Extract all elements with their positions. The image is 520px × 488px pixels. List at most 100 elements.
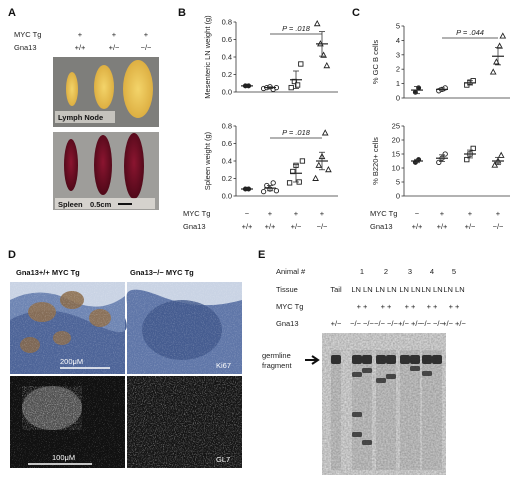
- y-tick-label: 4: [396, 36, 400, 45]
- x-row-value: +: [268, 209, 273, 218]
- panel-d-right-title: Gna13−/− MYC Tg: [130, 268, 194, 277]
- header-cell: + +: [357, 302, 368, 311]
- y-tick-label: 3: [396, 50, 400, 59]
- rearranged-band: [352, 412, 362, 417]
- header-cell: −/− −/−: [374, 319, 398, 328]
- header-cell: + +: [405, 302, 416, 311]
- spleen-photo-label: Spleen: [58, 200, 83, 209]
- data-point: [325, 166, 332, 173]
- x-row-value: +: [320, 209, 325, 218]
- header-cell: −/− −/−: [350, 319, 374, 328]
- data-point: [294, 82, 301, 88]
- x-row-value: +: [440, 209, 445, 218]
- y-tick-label: 20: [392, 136, 400, 145]
- y-tick-label: 2: [396, 65, 400, 74]
- panel-a-myc-2: +: [112, 30, 117, 39]
- p-value-label: P = .018: [282, 128, 311, 137]
- data-point: [442, 151, 448, 157]
- y-axis-label: Mesenteric LN weight (g): [203, 15, 212, 99]
- spleen-large: [124, 133, 144, 199]
- header-cell: + +: [381, 302, 392, 311]
- scale-bar-label: 0.5cm: [90, 200, 112, 209]
- data-point: [273, 188, 280, 194]
- germline-band: [410, 355, 420, 364]
- panel-a-label: A: [8, 7, 16, 19]
- data-point: [299, 158, 306, 164]
- panel-c-x-gna13-label: Gna13: [370, 222, 393, 231]
- panel-b-label: B: [178, 7, 186, 19]
- panel-b: B 0.0 0.2 0.4 0.6 0.8 Mesenteric LN weight (g…: [178, 7, 338, 231]
- header-row-label: Animal #: [276, 267, 306, 276]
- rearranged-band: [422, 371, 432, 376]
- data-point: [270, 180, 276, 186]
- header-cell: +/−: [331, 319, 342, 328]
- chart-c-bottom: 0 5 10 15 20 25 % B220+ cells: [371, 122, 510, 201]
- header-cell: LN LN: [375, 285, 396, 294]
- y-tick-label: 5: [396, 22, 400, 31]
- y-tick-label: 25: [392, 122, 400, 131]
- data-point: [496, 42, 503, 49]
- header-cell: −/− −/−: [420, 319, 444, 328]
- y-tick-label: 0.6: [222, 139, 232, 148]
- header-cell: + +: [427, 302, 438, 311]
- panel-c: C 0 1 2 3 4 5 % GC B cells P = .044 0 5 10 15 20 25%…: [352, 7, 510, 231]
- rearranged-band: [410, 366, 420, 371]
- x-row-value: +/+: [437, 222, 448, 231]
- chart-c-top: 0 1 2 3 4 5 % GC B cells P = .044: [371, 22, 510, 103]
- header-cell: LN LN: [443, 285, 464, 294]
- x-row-value: +/−: [465, 222, 476, 231]
- germline-band: [331, 355, 341, 364]
- header-cell: 3: [408, 267, 412, 276]
- y-tick-label: 0.4: [222, 157, 232, 166]
- germline-band: [376, 355, 386, 364]
- spleen-small: [64, 139, 78, 191]
- p-value-label: P = .044: [456, 28, 484, 37]
- y-tick-label: 0.6: [222, 35, 232, 44]
- p-value-label: P = .018: [282, 24, 311, 33]
- header-cell: +/− +/−: [398, 319, 422, 328]
- rearranged-band: [376, 378, 386, 383]
- data-point: [436, 159, 442, 166]
- panel-a-row-gna13-label: Gna13: [14, 43, 37, 52]
- header-cell: +/− +/−: [442, 319, 466, 328]
- x-row-value: +/+: [412, 222, 423, 231]
- rearranged-band: [362, 368, 372, 373]
- y-tick-label: 1: [396, 79, 400, 88]
- rearranged-band: [352, 432, 362, 437]
- germline-band: [432, 355, 442, 364]
- data-point: [286, 180, 293, 186]
- lane-smear: [400, 350, 410, 470]
- gl7-image-right: GL7: [127, 376, 242, 468]
- panel-c-x-myc-label: MYC Tg: [370, 209, 397, 218]
- data-point: [497, 151, 505, 158]
- germline-band: [352, 355, 362, 364]
- y-tick-label: 0: [396, 94, 400, 103]
- header-cell: + +: [449, 302, 460, 311]
- y-axis-label: % B220+ cells: [371, 137, 380, 185]
- data-point: [315, 161, 323, 168]
- lane-smear: [362, 350, 372, 470]
- x-row-value: −/−: [317, 222, 328, 231]
- rearranged-band: [386, 374, 396, 379]
- y-tick-label: 5: [396, 178, 400, 187]
- spleen-medium: [94, 135, 112, 195]
- x-row-value: +/+: [242, 222, 253, 231]
- spleen-photo: Spleen 0.5cm: [53, 132, 159, 210]
- gl7-scale-label: 100μM: [52, 453, 75, 462]
- germline-arrow-icon: [305, 355, 320, 365]
- header-cell: 5: [452, 267, 456, 276]
- ki67-image-left: 200μM: [10, 282, 127, 374]
- germline-band: [400, 355, 410, 364]
- x-row-value: +: [294, 209, 299, 218]
- data-point: [298, 61, 304, 67]
- header-cell: LN LN: [421, 285, 442, 294]
- x-row-value: −/−: [493, 222, 504, 231]
- lymph-node-photo-label: Lymph Node: [58, 113, 103, 122]
- x-row-value: +/+: [265, 222, 276, 231]
- header-cell: 1: [360, 267, 364, 276]
- data-point: [313, 20, 321, 27]
- panel-a-gna13-2: +/−: [109, 43, 120, 52]
- x-row-value: −: [245, 209, 250, 218]
